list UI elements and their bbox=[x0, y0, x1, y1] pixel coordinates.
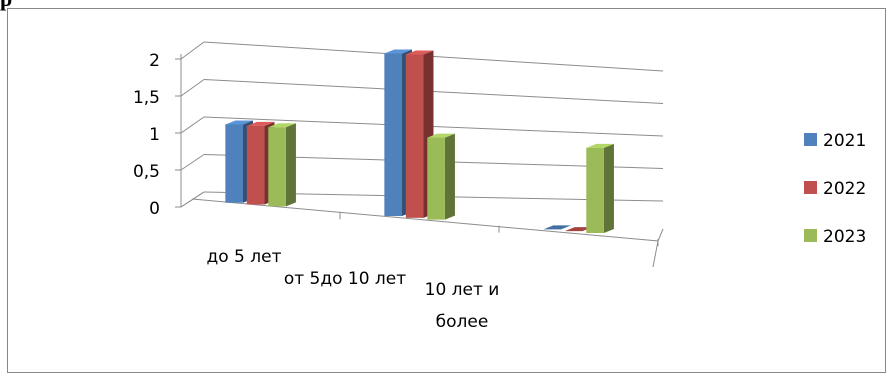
gridline bbox=[203, 79, 664, 104]
bar-2023-2 bbox=[427, 133, 455, 220]
gridline-side bbox=[180, 116, 205, 134]
bar-2022-3 bbox=[564, 227, 593, 232]
chart-legend: 2021 2022 2023 bbox=[804, 131, 866, 247]
chart-bars bbox=[225, 49, 614, 233]
x-category-label: от 5до 10 лет bbox=[284, 269, 406, 289]
gridline-side bbox=[180, 154, 205, 171]
legend-swatch-2022 bbox=[804, 181, 817, 194]
legend-swatch-2021 bbox=[804, 133, 817, 146]
bar-2021-3 bbox=[543, 225, 572, 230]
floor-right-edge bbox=[657, 228, 664, 242]
gridline bbox=[203, 116, 664, 137]
bar-2022-2 bbox=[405, 50, 434, 218]
gridline-side bbox=[180, 79, 205, 97]
y-tick-label: 0 bbox=[149, 199, 160, 219]
gridline-side bbox=[180, 41, 205, 60]
page-heading-fragment: р bbox=[0, 0, 12, 11]
x-category-label: 10 лет и более bbox=[425, 280, 500, 332]
x-category-label: до 5 лет bbox=[206, 247, 281, 267]
bar-2023-1 bbox=[268, 123, 296, 207]
bar-2023-3 bbox=[586, 143, 614, 233]
legend-swatch-2023 bbox=[804, 229, 817, 242]
y-tick-label: 0,5 bbox=[133, 162, 160, 182]
y-axis-ticks: 0 0,5 1 1,5 2 bbox=[133, 51, 181, 219]
gridline-side bbox=[180, 191, 205, 208]
legend-label-2022: 2022 bbox=[823, 179, 866, 199]
y-tick-label: 2 bbox=[149, 51, 160, 71]
y-tick-label: 1 bbox=[149, 125, 160, 145]
legend-label-2021: 2021 bbox=[823, 131, 866, 151]
legend-label-2023: 2023 bbox=[823, 227, 866, 247]
y-tick-label: 1,5 bbox=[133, 88, 160, 108]
gridline bbox=[203, 41, 664, 72]
